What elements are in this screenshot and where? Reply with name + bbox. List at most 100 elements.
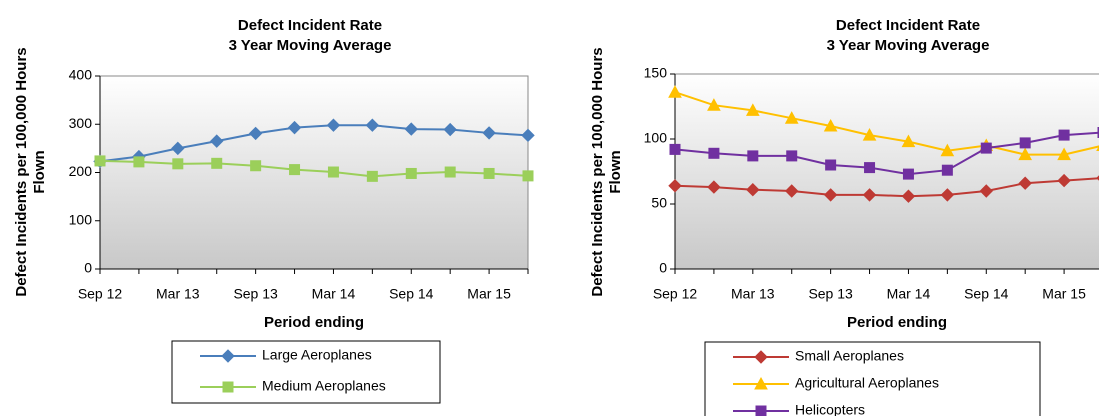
- legend-label: Helicopters: [795, 402, 865, 416]
- marker: [707, 180, 721, 194]
- x-tick-label: Mar 14: [312, 286, 356, 302]
- x-tick-label: Sep 14: [389, 286, 434, 302]
- marker: [366, 170, 378, 182]
- marker: [1019, 137, 1031, 149]
- series-line: [674, 177, 1099, 198]
- marker: [443, 122, 457, 137]
- marker: [289, 164, 301, 176]
- marker: [404, 122, 418, 136]
- marker: [745, 103, 760, 116]
- legend-marker: [754, 350, 768, 364]
- marker: [980, 142, 992, 154]
- y-axis-label: Flown: [607, 150, 624, 193]
- marker: [823, 188, 838, 202]
- x-tick-label: Mar 15: [467, 286, 511, 302]
- marker: [669, 143, 681, 155]
- series-line: [99, 159, 529, 178]
- y-tick-label: 100: [69, 211, 93, 227]
- marker: [941, 164, 953, 176]
- x-axis-label: Period ending: [264, 314, 364, 331]
- marker: [133, 156, 145, 168]
- y-tick-label: 100: [644, 130, 668, 146]
- y-axis-label: Flown: [31, 150, 48, 193]
- y-tick-label: 0: [659, 260, 667, 276]
- marker: [940, 188, 955, 202]
- marker: [902, 168, 914, 180]
- marker: [1057, 173, 1071, 188]
- marker: [823, 118, 838, 132]
- chart-title: Defect Incident Rate: [238, 17, 382, 34]
- marker: [405, 167, 417, 179]
- legend-marker: [755, 405, 767, 416]
- marker: [862, 188, 877, 202]
- chart-title: 3 Year Moving Average: [229, 37, 392, 54]
- marker: [746, 182, 760, 197]
- legend-label: Medium Aeroplanes: [262, 378, 386, 394]
- y-tick-label: 50: [651, 195, 667, 211]
- marker: [521, 128, 535, 143]
- legend-label: Large Aeroplanes: [262, 347, 372, 363]
- y-tick-label: 0: [84, 260, 92, 276]
- series-line: [99, 124, 529, 163]
- marker: [708, 147, 720, 159]
- marker: [901, 189, 916, 203]
- marker: [1018, 147, 1033, 161]
- x-tick-label: Sep 13: [233, 286, 278, 302]
- marker: [940, 143, 955, 157]
- marker: [522, 170, 534, 182]
- marker: [287, 120, 302, 135]
- marker: [707, 98, 721, 111]
- x-axis-label: Period ending: [847, 314, 947, 331]
- chart-title: Defect Incident Rate: [836, 17, 980, 34]
- marker: [250, 160, 262, 172]
- legend-marker: [221, 349, 235, 363]
- x-tick-label: Sep 12: [78, 286, 123, 302]
- y-tick-label: 150: [644, 65, 668, 81]
- marker: [862, 128, 877, 141]
- marker: [211, 157, 223, 169]
- x-tick-label: Mar 14: [887, 286, 931, 302]
- x-tick-label: Mar 15: [1042, 286, 1086, 302]
- marker: [864, 162, 876, 174]
- series-line: [674, 131, 1099, 176]
- marker: [327, 166, 339, 178]
- marker: [365, 118, 380, 132]
- legend-label: Agricultural Aeroplanes: [795, 375, 939, 391]
- marker: [901, 134, 916, 148]
- legend: [171, 340, 441, 404]
- marker: [786, 150, 798, 162]
- chart-title: 3 Year Moving Average: [827, 37, 990, 54]
- y-axis-label: Defect Incidents per 100,000 Hours: [589, 47, 606, 296]
- marker: [444, 166, 456, 178]
- x-tick-label: Mar 13: [731, 286, 775, 302]
- marker: [94, 155, 106, 167]
- marker: [785, 184, 799, 198]
- marker: [248, 126, 263, 141]
- marker: [482, 126, 496, 140]
- marker: [171, 141, 185, 156]
- legend-marker: [754, 376, 768, 390]
- marker: [784, 111, 799, 124]
- y-tick-label: 200: [69, 163, 93, 179]
- legend-marker: [222, 381, 234, 393]
- marker: [1058, 129, 1070, 141]
- marker: [172, 158, 184, 170]
- marker: [668, 179, 682, 193]
- marker: [326, 118, 341, 132]
- marker: [483, 167, 495, 179]
- marker: [210, 134, 224, 148]
- marker: [747, 150, 759, 162]
- marker: [825, 159, 837, 171]
- x-tick-label: Sep 12: [653, 286, 698, 302]
- marker: [1018, 176, 1032, 190]
- y-tick-label: 300: [69, 115, 93, 131]
- x-tick-label: Mar 13: [156, 286, 200, 302]
- x-tick-label: Sep 13: [808, 286, 853, 302]
- legend-label: Small Aeroplanes: [795, 348, 904, 364]
- y-tick-label: 400: [69, 67, 93, 83]
- series-line: [674, 91, 1099, 156]
- marker: [979, 184, 993, 198]
- marker: [1057, 147, 1071, 161]
- marker: [668, 85, 682, 98]
